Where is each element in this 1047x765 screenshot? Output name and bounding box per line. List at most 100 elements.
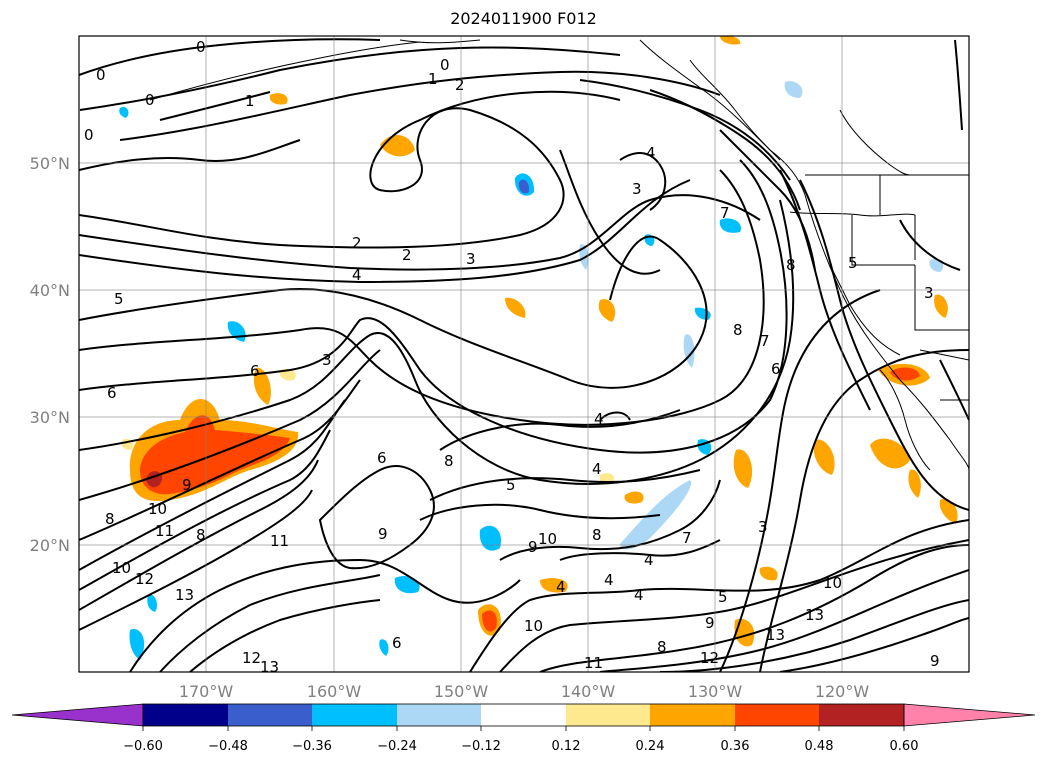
colorbar-tick-label: 0.48 <box>805 739 834 754</box>
shade-orange-10 <box>598 299 616 322</box>
contour-label: 13 <box>805 606 824 624</box>
contour-label: 13 <box>175 586 194 604</box>
contour-label: 6 <box>771 360 781 378</box>
lat-label: 50°N <box>30 154 70 173</box>
contour-label: 5 <box>506 476 516 494</box>
colorbar-swatch <box>481 704 566 726</box>
shade-blue-7 <box>683 334 695 368</box>
colorbar-swatch <box>228 704 312 726</box>
contour-label: 0 <box>440 56 450 74</box>
shade-orange-13 <box>939 498 958 524</box>
shade-orange-11 <box>540 578 568 593</box>
contour-label: 3 <box>924 284 934 302</box>
contour-label: 6 <box>392 634 402 652</box>
contour-label: 7 <box>682 529 692 547</box>
contour-label: 3 <box>632 180 642 198</box>
latitude-labels: 50°N 40°N 30°N 20°N <box>30 154 70 555</box>
contour-label: 4 <box>352 266 362 284</box>
contour-label: 8 <box>786 256 796 274</box>
shade-orange-2 <box>505 297 526 318</box>
shade-orange-15 <box>269 93 288 105</box>
longitude-labels: 170°W 160°W 150°W 140°W 130°W 120°W <box>179 682 870 701</box>
contour-label: 9 <box>705 614 715 632</box>
contour-label: 12 <box>700 649 719 667</box>
contour-label: 8 <box>733 321 743 339</box>
plot-frame <box>78 35 970 673</box>
shade-blue-16 <box>379 639 389 656</box>
contour-label: 5 <box>114 290 124 308</box>
map-title: 2024011900 F012 <box>450 9 597 28</box>
contour-label: 3 <box>466 250 476 268</box>
contour-label: 2 <box>352 234 362 252</box>
contour-label: 6 <box>107 384 117 402</box>
contour-label: 7 <box>720 204 730 222</box>
contour-label: 1 <box>428 70 438 88</box>
contour-label: 1 <box>245 92 255 110</box>
shade-orange-7 <box>870 438 910 469</box>
contour-label: 3 <box>322 351 332 369</box>
colorbar-swatch <box>312 704 397 726</box>
colorbar-tick-label: 0.36 <box>721 739 750 754</box>
contour-label: 0 <box>84 126 94 144</box>
contour-label: 8 <box>657 638 667 656</box>
colorbar-swatch <box>735 704 819 726</box>
shade-blue-9 <box>129 629 145 660</box>
colorbar-swatch <box>819 704 904 726</box>
lon-label: 160°W <box>307 682 362 701</box>
shade-orange-14 <box>908 469 921 498</box>
lat-label: 40°N <box>30 281 70 300</box>
contour-label: 0 <box>196 38 206 56</box>
contour-lines <box>79 38 969 672</box>
lon-label: 150°W <box>434 682 489 701</box>
colorbar-tick-label: −0.48 <box>208 739 248 754</box>
colorbar-tick-label: −0.24 <box>377 739 417 754</box>
contour-label: 13 <box>260 658 279 676</box>
colorbar-tick-label: −0.12 <box>461 739 501 754</box>
contour-label: 9 <box>930 652 940 670</box>
contour-label: 4 <box>604 571 614 589</box>
contour-label: 2 <box>455 76 465 94</box>
contour-label: 13 <box>766 626 785 644</box>
contour-label: 4 <box>644 551 654 569</box>
coastlines <box>149 39 969 471</box>
colorbar-tick-label: −0.60 <box>123 739 163 754</box>
contour-label: 4 <box>646 144 656 162</box>
colorbar-frame <box>142 703 905 727</box>
shade-blue-10 <box>147 594 158 612</box>
contour-label: 4 <box>594 410 604 428</box>
contour-label: 9 <box>528 538 538 556</box>
contour-label: 4 <box>634 586 644 604</box>
contour-label: 6 <box>377 449 387 467</box>
shade-orange-17 <box>720 36 741 45</box>
colorbar-swatch <box>397 704 481 726</box>
contour-label: 12 <box>242 649 261 667</box>
shade-orange-8 <box>733 449 753 488</box>
contour-label: 11 <box>155 522 174 540</box>
colorbar-tick-label: 0.60 <box>890 739 919 754</box>
contour-label: 0 <box>145 91 155 109</box>
colorbar-swatch <box>566 704 650 726</box>
shade-red-4 <box>482 610 497 632</box>
shade-blue-12 <box>929 259 944 272</box>
shade-blue-4 <box>719 218 741 233</box>
lat-label: 20°N <box>30 536 70 555</box>
shade-blue-11 <box>784 81 803 98</box>
contour-label: 0 <box>96 66 106 84</box>
shade-darkblue-1 <box>518 179 530 194</box>
contour-label: 5 <box>848 254 858 272</box>
colorbar-extend-low <box>11 703 144 727</box>
contour-label: 8 <box>444 452 454 470</box>
contour-label: 3 <box>758 518 768 536</box>
lon-label: 130°W <box>688 682 743 701</box>
contour-label: 8 <box>105 510 115 528</box>
contour-label: 10 <box>538 530 557 548</box>
colorbar-swatch <box>650 704 735 726</box>
contour-labels: 0 0 0 0 0 1 1 2 2 2 3 3 3 3 3 4 4 4 4 4 … <box>84 38 940 676</box>
contour-label: 11 <box>584 654 603 672</box>
shade-blue-17 <box>119 106 129 118</box>
shade-orange-3 <box>253 367 271 405</box>
colorbar-tick-label: 0.24 <box>636 739 665 754</box>
shade-orange-12 <box>759 566 778 581</box>
contour-label: 9 <box>182 476 192 494</box>
plot-area <box>79 36 969 672</box>
